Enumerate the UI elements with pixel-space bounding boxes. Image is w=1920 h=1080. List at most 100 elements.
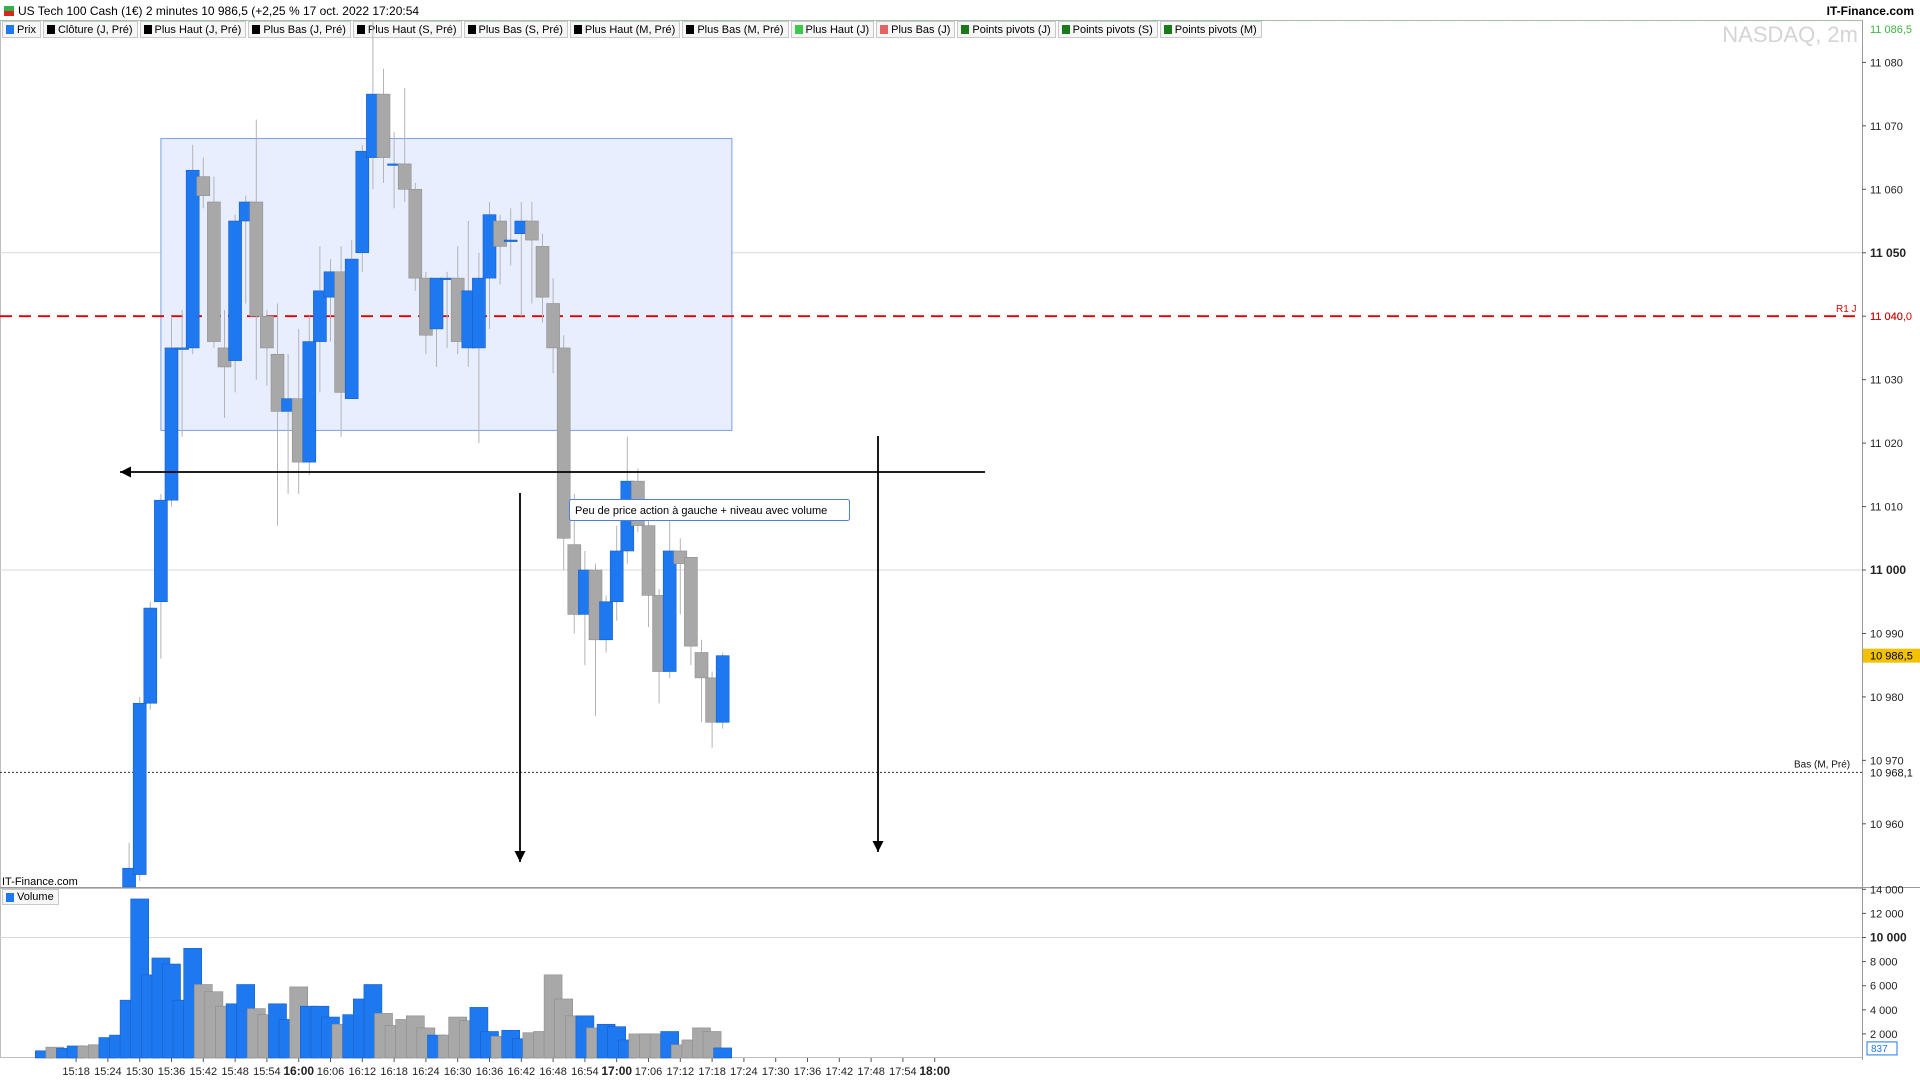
volume-legend[interactable]: Volume (2, 889, 61, 905)
x-tick-label: 16:12 (349, 1066, 377, 1078)
volume-y-tick-label: 12 000 (1870, 908, 1904, 920)
consolidation-zone (160, 138, 733, 431)
y-tick-label: 10 960 (1870, 819, 1904, 831)
x-tick-label: 16:06 (317, 1066, 345, 1078)
legend-label: Prix (17, 23, 36, 36)
candle-body (599, 601, 613, 641)
legend-label: Points pivots (S) (1072, 23, 1153, 36)
x-tick-label: 17:00 (601, 1064, 632, 1078)
legend-swatch-icon (573, 25, 582, 34)
instrument-title-text: US Tech 100 Cash (1€) 2 minutes 10 986,5… (18, 4, 420, 18)
candle-body (715, 655, 730, 723)
candle-body (694, 652, 709, 679)
x-tick-label: 15:18 (62, 1066, 90, 1078)
volume-y-tick-label: 6 000 (1870, 981, 1898, 993)
legend-item-0[interactable]: Prix (2, 21, 41, 38)
y-tick-label: 11 060 (1870, 184, 1903, 196)
legend-item-3[interactable]: Plus Bas (J, Pré) (248, 21, 351, 38)
legend-item-11[interactable]: Points pivots (S) (1057, 21, 1158, 38)
candle-body (472, 277, 486, 349)
x-tick-label: 16:00 (283, 1064, 314, 1078)
symbol-watermark: NASDAQ, 2m (1722, 22, 1858, 47)
legend-item-7[interactable]: Plus Bas (M, Pré) (682, 21, 789, 38)
legend-swatch-icon (1061, 25, 1070, 34)
candle-body (132, 702, 147, 875)
candle-body (355, 150, 370, 254)
x-tick-label: 17:30 (762, 1066, 790, 1078)
candle-body (503, 239, 518, 242)
candle-body (270, 353, 285, 412)
x-tick-label: 15:42 (190, 1066, 218, 1078)
x-tick-label: 16:54 (571, 1066, 599, 1078)
candle-body (546, 303, 560, 349)
x-tick-label: 17:36 (794, 1066, 822, 1078)
volume-y-tick-label: 2 000 (1870, 1029, 1898, 1041)
y-tick-label: 11 010 (1870, 502, 1903, 514)
legend-label: Plus Haut (M, Pré) (584, 23, 676, 36)
x-tick-label: 16:42 (508, 1066, 536, 1078)
legend-item-9[interactable]: Plus Bas (J) (876, 21, 956, 38)
candle-body (397, 163, 412, 190)
volume-y-tick-label: 10 000 (1870, 931, 1907, 945)
candle-body (344, 258, 359, 399)
monthly-low-value: 10 968,1 (1870, 767, 1913, 779)
x-tick-label: 15:54 (253, 1066, 281, 1078)
candle-body (164, 347, 179, 501)
x-tick-label: 17:06 (635, 1066, 663, 1078)
x-tick-label: 16:36 (476, 1066, 504, 1078)
legend-swatch-icon (961, 25, 970, 34)
pivot-r1-name: R1 J (1836, 304, 1857, 315)
indicator-legend: Prix Clôture (J, Pré) Plus Haut (J, Pré) Pl… (2, 21, 1264, 38)
legend-item-2[interactable]: Plus Haut (J, Pré) (139, 21, 247, 38)
candle-body (207, 201, 221, 342)
x-tick-label: 17:18 (698, 1066, 726, 1078)
down-arrow-right-head (872, 841, 884, 852)
legend-item-8[interactable]: Plus Haut (J) (790, 21, 875, 38)
y-tick-label: 11 000 (1870, 563, 1906, 577)
candle-body (535, 246, 550, 298)
legend-item-5[interactable]: Plus Bas (S, Pré) (463, 21, 568, 38)
candle-body (408, 189, 423, 279)
legend-label: Clôture (J, Pré) (57, 23, 133, 36)
y-tick-label: 11 050 (1870, 246, 1906, 260)
legend-item-4[interactable]: Plus Haut (S, Pré) (352, 21, 462, 38)
candle-body (376, 93, 391, 158)
candle-body (143, 607, 158, 704)
x-tick-label: 16:48 (539, 1066, 567, 1078)
x-tick-label: 16:30 (444, 1066, 472, 1078)
candle-body (556, 347, 571, 539)
volume-bar (713, 1047, 733, 1059)
legend-swatch-icon (1163, 25, 1172, 34)
y-tick-label: 11 040 (1870, 311, 1903, 323)
legend-swatch-icon (6, 25, 14, 34)
x-tick-label: 15:36 (158, 1066, 186, 1078)
current-price-tag (1863, 648, 1920, 663)
candle-body (493, 220, 507, 247)
legend-item-12[interactable]: Points pivots (M) (1159, 21, 1262, 38)
x-tick-label: 15:48 (221, 1066, 249, 1078)
y-tick-label: 10 990 (1870, 628, 1904, 640)
y-tick-label: 10 970 (1870, 755, 1904, 767)
volume-y-tick-label: 14 000 (1870, 884, 1904, 896)
x-tick-label: 17:24 (730, 1066, 758, 1078)
candle-body (313, 290, 327, 342)
legend-item-1[interactable]: Clôture (J, Pré) (42, 21, 138, 38)
legend-item-10[interactable]: Points pivots (J) (957, 21, 1056, 38)
x-tick-label: 17:42 (826, 1066, 854, 1078)
candle-body (122, 867, 136, 888)
x-tick-label: 18:00 (919, 1064, 950, 1078)
legend-item-6[interactable]: Plus Haut (M, Pré) (569, 21, 681, 38)
y-tick-label: 11 070 (1870, 121, 1903, 133)
source-label: IT-Finance.com (2, 876, 78, 888)
legend-swatch-icon (467, 25, 476, 34)
legend-label: Plus Haut (J) (805, 23, 870, 36)
candle-body (684, 557, 698, 647)
legend-swatch-icon (880, 25, 889, 34)
candle-body (185, 169, 200, 349)
brand-label: IT-Finance.com (1826, 4, 1914, 18)
legend-swatch-icon (143, 25, 152, 34)
candle-body (641, 525, 656, 596)
x-tick-label: 16:24 (412, 1066, 440, 1078)
volume-legend-item[interactable]: Volume (2, 889, 59, 905)
